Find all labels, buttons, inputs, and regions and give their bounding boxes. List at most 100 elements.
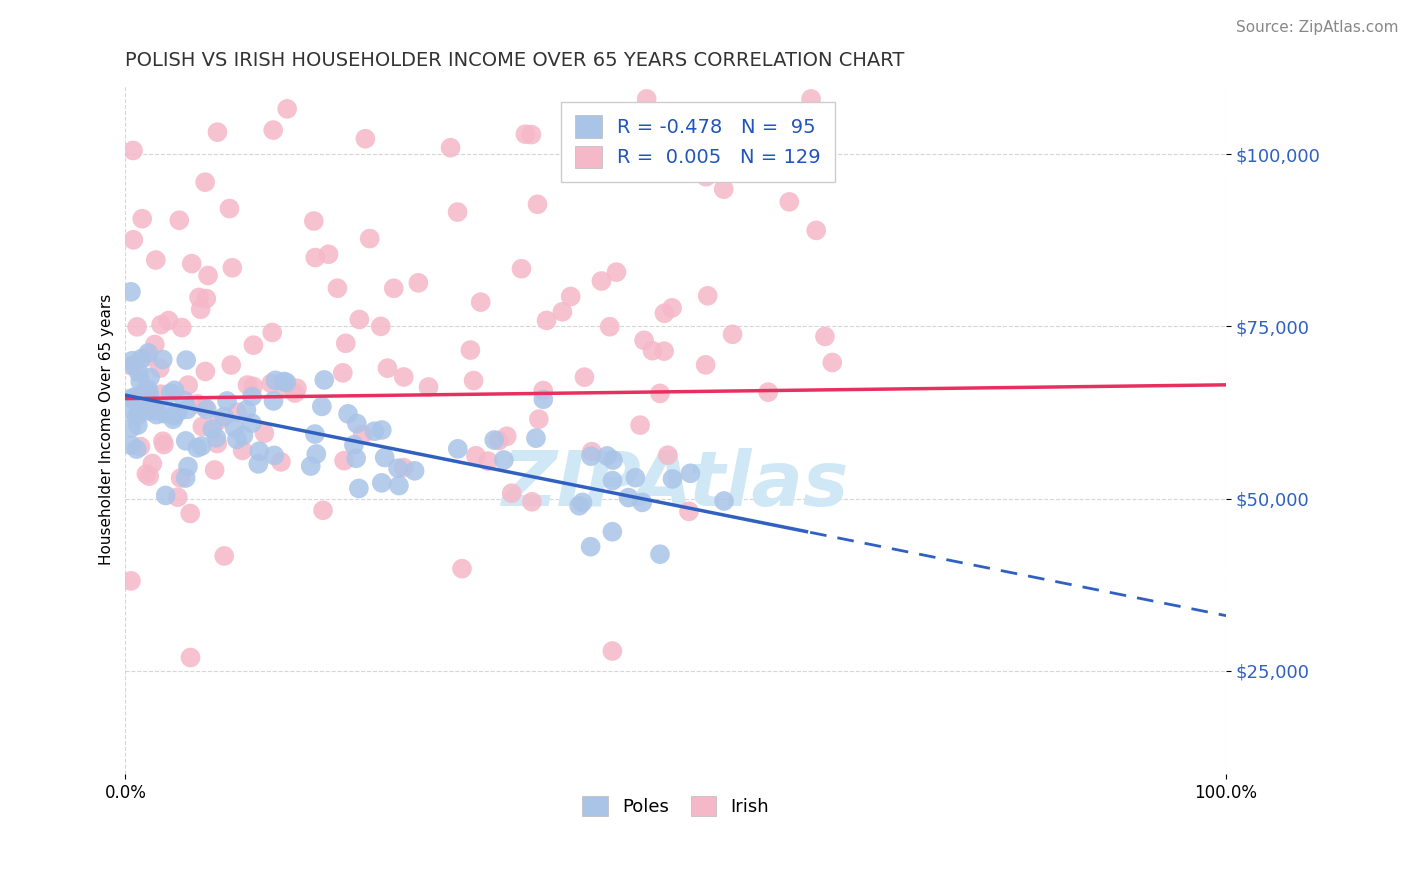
Point — [602, 453, 624, 467]
Point — [120, 392, 142, 406]
Point — [260, 376, 283, 391]
Text: POLISH VS IRISH HOUSEHOLDER INCOME OVER 65 YEARS CORRELATION CHART: POLISH VS IRISH HOUSEHOLDER INCOME OVER … — [125, 51, 905, 70]
Point — [177, 459, 200, 474]
Point — [392, 370, 415, 384]
Point — [188, 290, 211, 304]
Point — [299, 459, 322, 474]
Point — [800, 92, 823, 106]
Point — [226, 433, 249, 447]
Point — [560, 289, 582, 303]
Point — [169, 213, 191, 227]
Point — [418, 380, 440, 394]
Point — [628, 418, 651, 433]
Point — [526, 197, 548, 211]
Point — [349, 312, 371, 326]
Point — [492, 453, 515, 467]
Point — [515, 127, 537, 141]
Point — [605, 265, 627, 279]
Point — [141, 457, 163, 471]
Point — [169, 471, 191, 485]
Point — [122, 359, 145, 373]
Point — [212, 409, 235, 424]
Point — [186, 397, 208, 411]
Point — [354, 132, 377, 146]
Point — [242, 379, 264, 393]
Point — [346, 417, 368, 431]
Point — [273, 379, 295, 393]
Point — [262, 326, 284, 340]
Point — [510, 261, 533, 276]
Point — [617, 491, 640, 505]
Point — [177, 378, 200, 392]
Point — [247, 457, 270, 471]
Point — [602, 644, 624, 658]
Point — [186, 441, 208, 455]
Point — [520, 128, 543, 142]
Point — [756, 385, 779, 400]
Point — [488, 434, 510, 448]
Point — [661, 472, 683, 486]
Point — [143, 337, 166, 351]
Legend: Poles, Irish: Poles, Irish — [575, 789, 776, 823]
Point — [215, 394, 238, 409]
Point — [318, 247, 340, 261]
Point — [636, 92, 658, 106]
Point — [120, 359, 142, 373]
Point — [332, 366, 354, 380]
Point — [335, 336, 357, 351]
Point — [139, 401, 162, 415]
Point — [242, 338, 264, 352]
Point — [304, 427, 326, 442]
Point — [359, 231, 381, 245]
Point — [163, 384, 186, 398]
Point — [129, 351, 152, 366]
Point — [574, 370, 596, 384]
Point — [344, 451, 367, 466]
Point — [305, 447, 328, 461]
Point — [134, 384, 156, 398]
Point — [145, 403, 167, 417]
Point — [337, 407, 360, 421]
Point — [139, 370, 162, 384]
Point — [591, 274, 613, 288]
Point — [568, 499, 591, 513]
Point — [631, 495, 654, 509]
Point — [131, 211, 153, 226]
Point — [596, 449, 619, 463]
Point — [439, 141, 461, 155]
Point — [477, 454, 499, 468]
Point — [273, 375, 295, 389]
Point — [138, 387, 160, 401]
Point — [302, 214, 325, 228]
Point — [721, 327, 744, 342]
Y-axis label: Householder Income Over 65 years: Householder Income Over 65 years — [100, 294, 114, 566]
Point — [404, 464, 426, 478]
Point — [155, 488, 177, 502]
Point — [501, 486, 523, 500]
Point — [495, 429, 517, 443]
Point — [174, 434, 197, 448]
Point — [235, 403, 257, 417]
Point — [125, 409, 148, 423]
Point — [276, 376, 298, 390]
Point — [152, 352, 174, 367]
Text: ZIPAtlas: ZIPAtlas — [502, 448, 849, 522]
Point — [579, 540, 602, 554]
Point — [205, 436, 228, 450]
Point — [382, 281, 405, 295]
Text: Source: ZipAtlas.com: Source: ZipAtlas.com — [1236, 20, 1399, 35]
Point — [207, 125, 229, 139]
Point — [806, 223, 828, 237]
Point — [232, 443, 254, 458]
Point — [264, 373, 287, 387]
Point — [446, 205, 468, 219]
Point — [262, 394, 284, 409]
Point — [162, 412, 184, 426]
Point — [392, 460, 415, 475]
Point — [678, 504, 700, 518]
Point — [240, 416, 263, 430]
Point — [120, 438, 142, 452]
Point — [524, 431, 547, 445]
Point — [263, 449, 285, 463]
Point — [451, 562, 474, 576]
